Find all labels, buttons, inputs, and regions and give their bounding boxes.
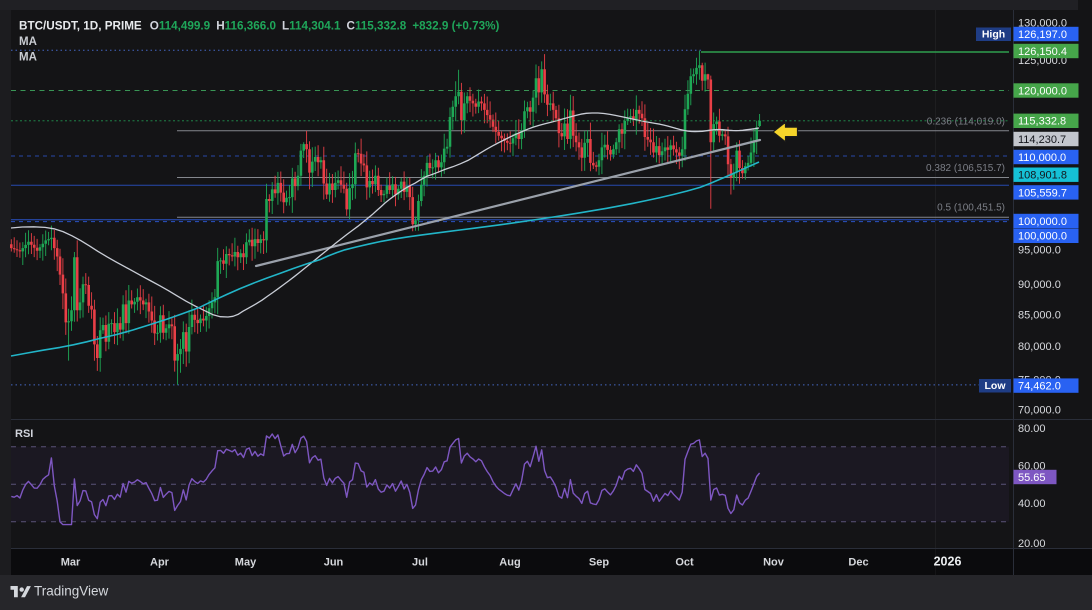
svg-text:Sep: Sep <box>589 557 609 569</box>
svg-text:95,000.0: 95,000.0 <box>1018 245 1061 257</box>
svg-text:126,150.4: 126,150.4 <box>1018 46 1067 58</box>
svg-text:Dec: Dec <box>848 557 868 569</box>
svg-text:120,000.0: 120,000.0 <box>1018 85 1067 97</box>
svg-text:0.382 (106,515.7): 0.382 (106,515.7) <box>926 163 1005 174</box>
svg-text:60.00: 60.00 <box>1018 460 1046 472</box>
svg-text:100,000.0: 100,000.0 <box>1018 231 1067 243</box>
svg-text:Oct: Oct <box>675 557 694 569</box>
svg-text:74,462.0: 74,462.0 <box>1018 381 1061 393</box>
svg-text:Aug: Aug <box>499 557 520 569</box>
svg-text:70,000.0: 70,000.0 <box>1018 405 1061 417</box>
svg-text:55.65: 55.65 <box>1018 472 1046 484</box>
svg-text:108,901.8: 108,901.8 <box>1018 170 1067 182</box>
svg-text:0.5 (100,451.5): 0.5 (100,451.5) <box>937 203 1005 214</box>
svg-text:126,197.0: 126,197.0 <box>1018 29 1067 41</box>
svg-text:2026: 2026 <box>934 555 962 569</box>
svg-text:Mar: Mar <box>61 557 81 569</box>
svg-text:114,230.7: 114,230.7 <box>1018 134 1066 146</box>
svg-text:110,000.0: 110,000.0 <box>1018 152 1066 164</box>
svg-text:MA: MA <box>19 52 37 64</box>
svg-text:High: High <box>982 29 1005 41</box>
svg-text:MA: MA <box>19 36 37 48</box>
svg-text:TradingView: TradingView <box>34 584 109 599</box>
svg-text:May: May <box>235 557 257 569</box>
svg-text:40.00: 40.00 <box>1018 498 1046 510</box>
svg-text:80,000.0: 80,000.0 <box>1018 341 1061 353</box>
svg-text:115,332.8: 115,332.8 <box>1018 116 1066 128</box>
svg-text:RSI: RSI <box>15 428 33 440</box>
svg-text:Nov: Nov <box>763 557 785 569</box>
svg-text:Jun: Jun <box>324 557 344 569</box>
svg-text:0.236 (114,019.0): 0.236 (114,019.0) <box>927 116 1005 127</box>
svg-text:90,000.0: 90,000.0 <box>1018 279 1061 291</box>
svg-text:130,000.0: 130,000.0 <box>1018 18 1067 30</box>
svg-text:Jul: Jul <box>412 557 428 569</box>
svg-text:105,559.7: 105,559.7 <box>1018 187 1067 199</box>
svg-text:Apr: Apr <box>150 557 170 569</box>
svg-text:80.00: 80.00 <box>1018 423 1046 435</box>
svg-text:20.00: 20.00 <box>1018 538 1046 550</box>
svg-text:85,000.0: 85,000.0 <box>1018 310 1061 322</box>
svg-text:Low: Low <box>985 380 1007 392</box>
svg-text:100,000.0: 100,000.0 <box>1018 216 1067 228</box>
